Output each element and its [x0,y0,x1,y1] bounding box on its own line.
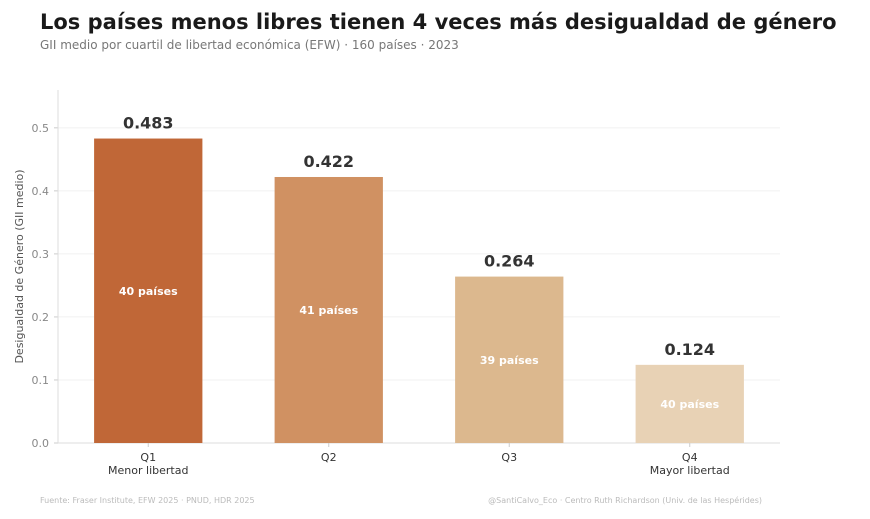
bar-q1 [94,138,203,443]
chart-subtitle: GII medio por cuartil de libertad económ… [40,38,459,52]
y-axis-label: Desigualdad de Género (GII medio) [13,169,26,363]
bar-q4 [635,364,744,443]
value-label: 0.264 [484,252,535,271]
x-tick-label: Q4 [682,451,698,464]
y-tick-label: 0.1 [32,374,50,387]
value-label: 0.124 [664,340,715,359]
y-tick-label: 0.4 [32,185,50,198]
bar-q3 [455,276,564,443]
x-tick-sublabel: Menor libertad [108,464,188,477]
count-label: 40 países [660,398,719,411]
source-note: Fuente: Fraser Institute, EFW 2025 · PNU… [40,496,255,505]
credit-note: @SantiCalvo_Eco · Centro Ruth Richardson… [488,496,762,505]
y-tick-label: 0.5 [32,122,50,135]
count-label: 39 países [480,354,539,367]
y-tick-label: 0.2 [32,311,50,324]
axes: 0.0 0.1 0.2 0.3 0.4 0.5 Desigualdad de Género … [13,90,780,450]
x-tick-label: Q2 [321,451,337,464]
value-label: 0.483 [123,114,174,133]
chart-title: Los países menos libres tienen 4 veces m… [40,10,837,34]
x-tick-sublabel: Mayor libertad [650,464,730,477]
x-tick-label: Q1 [140,451,156,464]
count-label: 41 países [299,304,358,317]
count-label: 40 países [119,285,178,298]
value-label: 0.422 [303,152,354,171]
y-tick-label: 0.3 [32,248,50,261]
x-tick-label: Q3 [501,451,517,464]
bars [94,138,744,443]
bar-q2 [274,176,383,443]
y-tick-label: 0.0 [32,437,50,450]
